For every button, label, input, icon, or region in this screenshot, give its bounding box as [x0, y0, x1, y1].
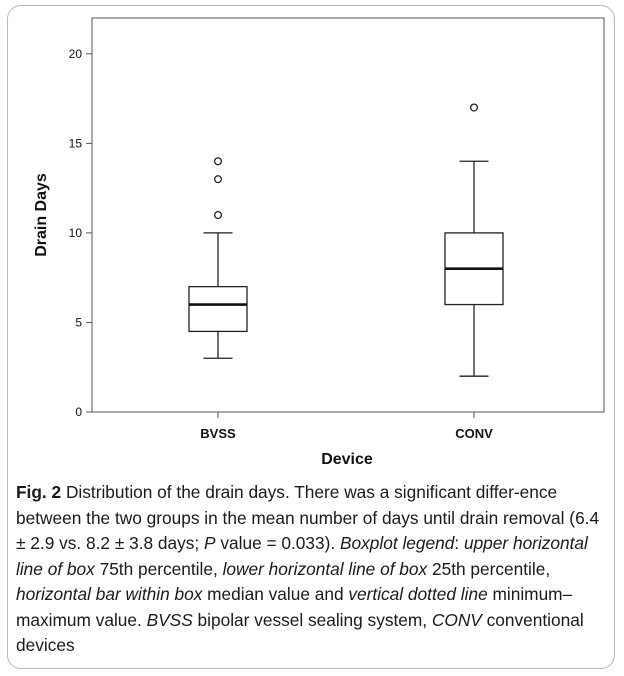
- box-conv: [444, 103, 504, 377]
- caption-segment: lower horizontal line of box: [222, 558, 428, 579]
- caption-segment: median value and: [202, 584, 349, 604]
- caption-label: Fig. 2: [16, 482, 62, 502]
- caption-segment: vertical dotted line: [348, 584, 488, 604]
- outlier-point: [213, 157, 223, 166]
- figure-frame: [7, 5, 615, 669]
- box-bvss: [188, 157, 248, 359]
- caption-segment: bipolar vessel sealing system,: [192, 609, 432, 630]
- y-tick-label: 15: [69, 136, 83, 150]
- box-series: [188, 103, 504, 377]
- caption-segment: 25th percentile,: [427, 558, 551, 579]
- plot-area: [91, 17, 605, 413]
- y-tick-label: 20: [69, 47, 83, 61]
- boxplot-chart: 0 5 10 15 20 BVSS CONV Drain Days Device: [33, 17, 605, 468]
- x-axis: BVSS CONV: [200, 412, 493, 441]
- caption-segment: Boxplot legend: [340, 533, 455, 553]
- y-axis: 0 5 10 15 20: [69, 47, 92, 419]
- caption-segment: CONV: [431, 609, 482, 630]
- caption-segment: :: [454, 533, 464, 553]
- caption-segment: Distribution of the drain days. There wa…: [16, 482, 600, 553]
- caption-segment: conventional devices: [16, 609, 584, 656]
- y-tick-label: 0: [75, 405, 82, 419]
- y-tick-label: 5: [75, 315, 82, 329]
- box-iqr: [188, 285, 248, 333]
- figure-caption: Fig. 2 Distribution of the drain days. T…: [16, 480, 610, 659]
- x-tick-label: CONV: [455, 426, 493, 441]
- outlier-point: [213, 175, 223, 184]
- caption-segment: minimum–maximum value.: [16, 584, 573, 630]
- outlier-point: [213, 210, 223, 220]
- y-axis-label: Drain Days: [33, 173, 50, 257]
- caption-segment: value = 0.033).: [215, 533, 340, 553]
- x-tick-label: BVSS: [200, 426, 236, 441]
- caption-segment: BVSS: [146, 609, 193, 630]
- caption-segment: horizontal bar within box: [16, 584, 203, 604]
- caption-text: Distribution of the drain days. There wa…: [16, 482, 599, 655]
- outlier-point: [469, 103, 479, 112]
- y-tick-label: 10: [69, 226, 83, 240]
- caption-segment: upper horizontal line of box: [16, 533, 588, 579]
- caption-segment: P: [204, 533, 216, 553]
- caption-segment: 75th percentile,: [94, 558, 223, 579]
- x-axis-label: Device: [321, 451, 373, 468]
